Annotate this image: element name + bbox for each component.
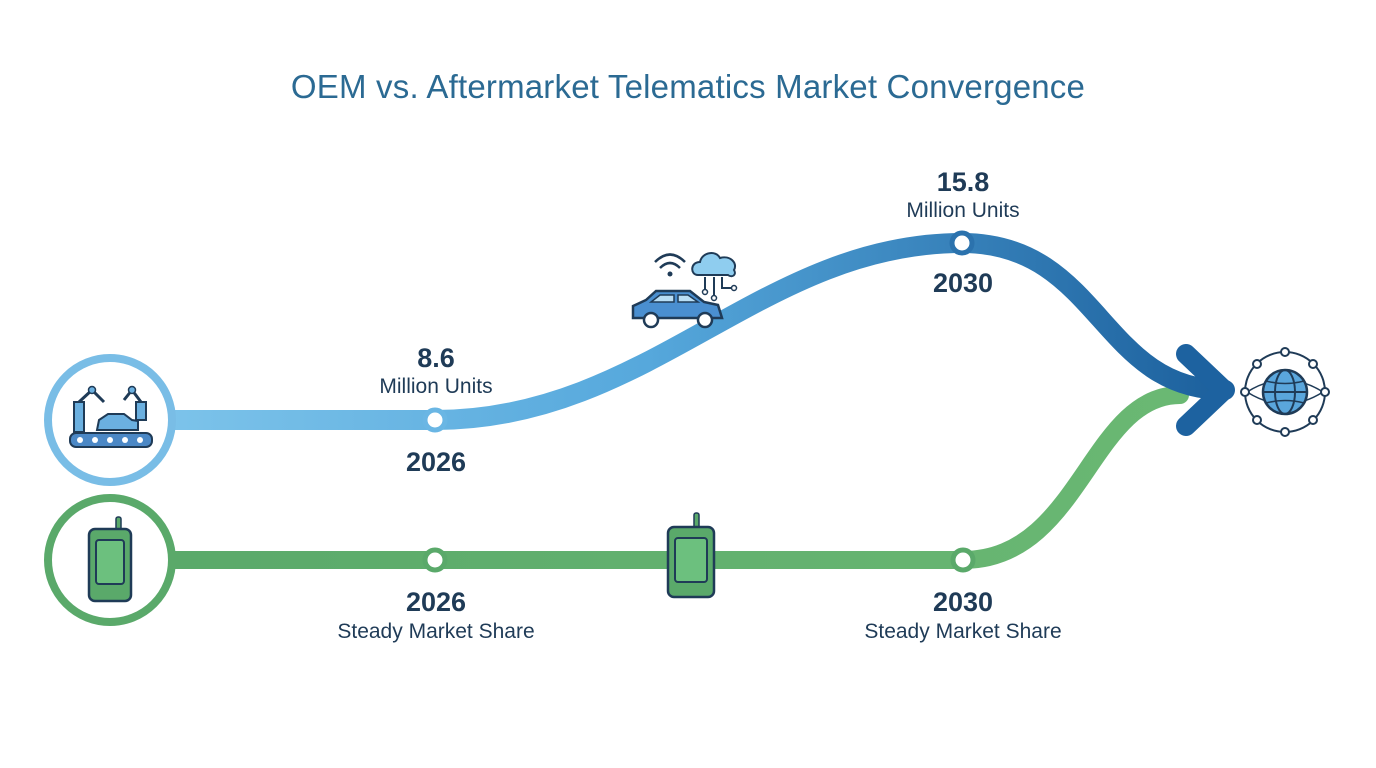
oem-2030-value: 15.8 — [936, 167, 990, 197]
oem-2030-node — [949, 230, 975, 256]
aftermarket-2030-label: Steady Market Share — [864, 620, 1062, 643]
oem-2030-unit: Million Units — [906, 199, 1020, 222]
aftermarket-2026-node — [422, 547, 448, 573]
page-title: OEM vs. Aftermarket Telematics Market Co… — [290, 68, 1086, 105]
oem-2026-year: 2026 — [405, 447, 467, 477]
oem-2030-year: 2030 — [932, 268, 994, 298]
global-network-icon — [1240, 347, 1330, 437]
oem-track — [160, 232, 1235, 430]
telematics-device-icon — [666, 512, 716, 599]
aftermarket-2030-year: 2030 — [932, 587, 994, 617]
oem-2026-unit: Million Units — [379, 375, 493, 398]
aftermarket-track — [161, 386, 1189, 569]
connected-car-cloud-icon — [631, 252, 738, 329]
aftermarket-2030-node — [950, 547, 976, 573]
oem-2026-value: 8.6 — [417, 343, 455, 373]
aftermarket-2026-year: 2026 — [405, 587, 467, 617]
convergence-arrow-head — [1176, 344, 1234, 436]
oem-2026-node — [422, 407, 448, 433]
factory-robot-car-assembly-icon — [44, 354, 176, 486]
aftermarket-2026-label: Steady Market Share — [337, 620, 535, 643]
aftermarket-device-icon — [44, 494, 176, 626]
